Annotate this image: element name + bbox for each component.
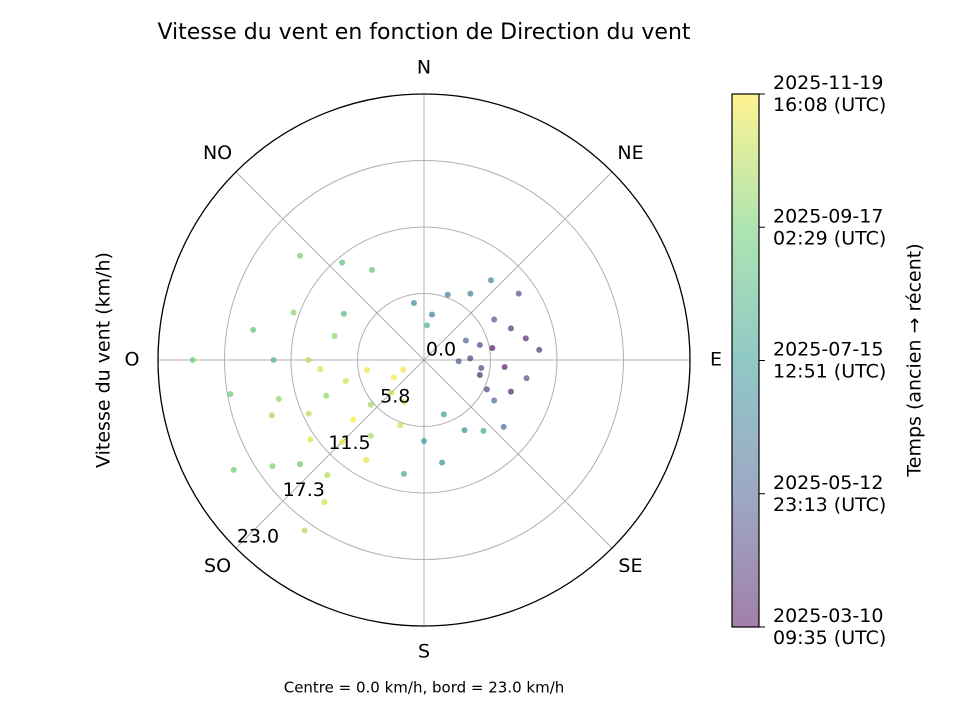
point <box>250 326 257 333</box>
point <box>305 357 312 363</box>
point <box>476 342 483 349</box>
point <box>331 333 338 340</box>
point <box>268 412 275 419</box>
r-tick-label: 5.8 <box>380 385 410 407</box>
point <box>487 277 494 284</box>
point <box>507 325 514 332</box>
point <box>388 389 395 396</box>
point <box>317 366 324 373</box>
point <box>367 401 374 408</box>
point <box>350 416 357 423</box>
point <box>363 457 370 464</box>
point <box>501 364 508 371</box>
direction-label: N <box>417 57 431 79</box>
point <box>421 437 427 444</box>
point <box>270 357 277 363</box>
point <box>323 392 330 399</box>
point <box>296 461 303 468</box>
point <box>342 377 349 384</box>
r-tick-label: 17.3 <box>283 479 325 501</box>
direction-label: NO <box>203 142 232 164</box>
colorbar-tick-label: 2025-11-19 16:08 (UTC) <box>773 72 886 116</box>
point <box>339 259 346 266</box>
point <box>364 367 371 374</box>
chart-title: Vitesse du vent en fonction de Direction… <box>157 20 690 45</box>
point <box>444 291 451 298</box>
point <box>401 398 408 405</box>
point <box>368 266 375 273</box>
grid-spoke <box>423 171 613 361</box>
point <box>307 436 314 443</box>
point <box>480 427 487 434</box>
direction-label: O <box>125 349 140 371</box>
point <box>227 391 234 398</box>
point <box>507 388 514 395</box>
point <box>500 423 507 430</box>
direction-label: NE <box>617 142 643 164</box>
colorbar-tick-label: 2025-05-12 23:13 (UTC) <box>773 471 886 515</box>
point <box>455 358 462 365</box>
direction-label: SE <box>618 555 642 577</box>
point <box>410 300 417 307</box>
point <box>439 459 446 466</box>
point <box>515 290 522 297</box>
point <box>367 432 374 439</box>
grid-spoke <box>423 359 613 549</box>
point <box>305 410 312 417</box>
point <box>339 438 346 445</box>
colorbar-gradient <box>732 94 759 627</box>
point <box>467 355 474 362</box>
point <box>476 371 483 378</box>
point <box>189 357 196 363</box>
colorbar-label: Temps (ancien → récent) <box>904 243 926 477</box>
r-tick-label: 11.5 <box>328 432 370 454</box>
colorbar-tick-label: 2025-07-15 12:51 (UTC) <box>773 338 886 382</box>
point <box>523 375 530 382</box>
point <box>400 470 407 477</box>
r-tick-label: 0.0 <box>426 339 456 361</box>
point <box>230 466 237 473</box>
colorbar-tick-label: 2025-09-17 02:29 (UTC) <box>773 205 886 249</box>
r-axis-label: Vitesse du vent (km/h) <box>93 252 115 468</box>
point <box>478 365 485 372</box>
point <box>462 337 469 344</box>
point <box>269 463 276 470</box>
caption: Centre = 0.0 km/h, bord = 23.0 km/h <box>284 679 565 697</box>
grid-spoke <box>235 171 425 361</box>
point <box>290 309 297 316</box>
polar-frame <box>157 93 691 627</box>
point <box>461 427 468 434</box>
point <box>296 252 303 259</box>
point <box>275 395 282 402</box>
point <box>467 290 474 297</box>
point <box>340 310 347 317</box>
point <box>390 374 397 381</box>
point <box>301 527 308 534</box>
point <box>483 386 490 393</box>
r-tick-label: 23.0 <box>237 526 279 548</box>
point <box>397 422 404 429</box>
point <box>429 311 436 318</box>
point <box>522 335 529 342</box>
direction-label: E <box>710 349 722 371</box>
point <box>536 346 543 353</box>
colorbar-tick-label: 2025-03-10 09:35 (UTC) <box>773 605 886 649</box>
point <box>424 322 431 329</box>
point <box>491 316 498 323</box>
point <box>400 366 407 373</box>
point <box>324 472 331 479</box>
point <box>321 499 328 506</box>
point <box>440 411 447 418</box>
direction-label: S <box>418 641 430 663</box>
direction-label: SO <box>204 555 231 577</box>
point <box>489 344 496 351</box>
point <box>491 397 498 404</box>
